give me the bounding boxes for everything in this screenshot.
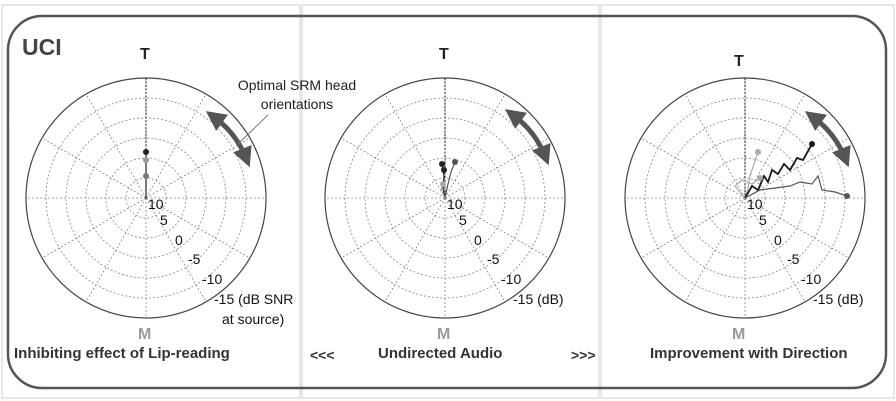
polar-spoke <box>744 137 850 199</box>
trace-point <box>439 161 445 167</box>
ring-label: -15 (dB) <box>513 291 564 307</box>
ring-label: 0 <box>474 232 482 248</box>
traces-direction <box>734 141 850 199</box>
polar-spoke <box>145 93 207 199</box>
caption-undirected: Undirected Audio <box>378 345 503 362</box>
polar-spoke <box>145 137 251 199</box>
bottom-label-undirected: M <box>437 326 451 343</box>
ring-label: 5 <box>759 212 767 228</box>
polar-spoke <box>145 197 251 259</box>
ring-label: -10 <box>202 271 223 287</box>
polar-spoke <box>85 197 147 303</box>
traces-undirected <box>439 159 458 199</box>
polar-spoke <box>684 197 746 303</box>
ring-label: 5 <box>459 212 467 228</box>
trace-point <box>452 159 458 165</box>
separator-left: <<< <box>310 347 335 363</box>
top-label-direction: T <box>734 53 744 70</box>
polar-spoke <box>41 197 147 259</box>
polar-spoke <box>744 197 806 303</box>
polar-spoke <box>744 93 806 199</box>
trace-point <box>143 149 149 155</box>
polar-spoke <box>444 93 506 199</box>
ring-label: 10 <box>148 196 164 212</box>
annotation-lip: Optimal SRM head orientations <box>237 77 357 112</box>
ring-label: 0 <box>774 232 782 248</box>
ring-label: 5 <box>160 212 168 228</box>
trace-point <box>757 175 763 181</box>
ring-label: -5 <box>787 251 800 267</box>
panel-box-undirected <box>301 4 600 399</box>
polar-spoke <box>684 93 746 199</box>
outer-frame <box>6 14 888 390</box>
ring-label: -5 <box>188 251 201 267</box>
top-label-lip: T <box>140 46 150 63</box>
orientation-arrow-lip <box>205 111 252 168</box>
caption-lip: Inhibiting effect of Lip-reading <box>14 345 230 362</box>
polar-spoke <box>744 197 850 259</box>
panel-box-lip <box>1 4 301 399</box>
app-label: UCI <box>22 34 62 60</box>
ring-label: -5 <box>487 251 500 267</box>
polar-spoke <box>444 197 506 303</box>
ring-label: -10 <box>801 271 822 287</box>
polar-spoke <box>640 197 746 259</box>
trace-point <box>440 181 446 187</box>
polar-spoke <box>384 197 446 303</box>
trace-point <box>755 149 761 155</box>
ring-label: 0 <box>175 232 183 248</box>
orientation-arrow-direction <box>804 111 851 168</box>
bottom-label-direction: M <box>732 326 746 343</box>
polar-spoke <box>640 137 746 199</box>
polar-spoke <box>340 197 446 259</box>
ring-label: 10 <box>447 196 463 212</box>
panel-box-direction <box>600 4 895 399</box>
bottom-label-lip: M <box>138 326 152 343</box>
trace-point <box>143 157 149 163</box>
trace-point <box>441 167 447 173</box>
traces-lip <box>143 149 149 198</box>
separator-right: >>> <box>571 347 596 363</box>
polar-spoke <box>85 93 147 199</box>
polar-spoke <box>384 93 446 199</box>
polar-spoke <box>444 137 550 199</box>
ring-label: -10 <box>501 271 522 287</box>
orientation-arrow-undirected <box>504 109 551 166</box>
ring-note: at source) <box>222 311 285 327</box>
trace-point <box>809 141 815 147</box>
ring-label: -15 (dB SNR <box>214 291 294 307</box>
polar-spoke <box>444 197 550 259</box>
polar-spoke <box>145 197 207 303</box>
polar-spoke <box>41 137 147 199</box>
top-label-undirected: T <box>439 46 449 63</box>
trace-point <box>844 193 850 199</box>
caption-direction: Improvement with Direction <box>650 345 848 362</box>
ring-label: 10 <box>747 196 763 212</box>
polar-spoke <box>340 137 446 199</box>
trace-point <box>143 173 149 179</box>
annotation-leader <box>237 114 269 145</box>
ring-label: -15 (dB) <box>813 291 864 307</box>
